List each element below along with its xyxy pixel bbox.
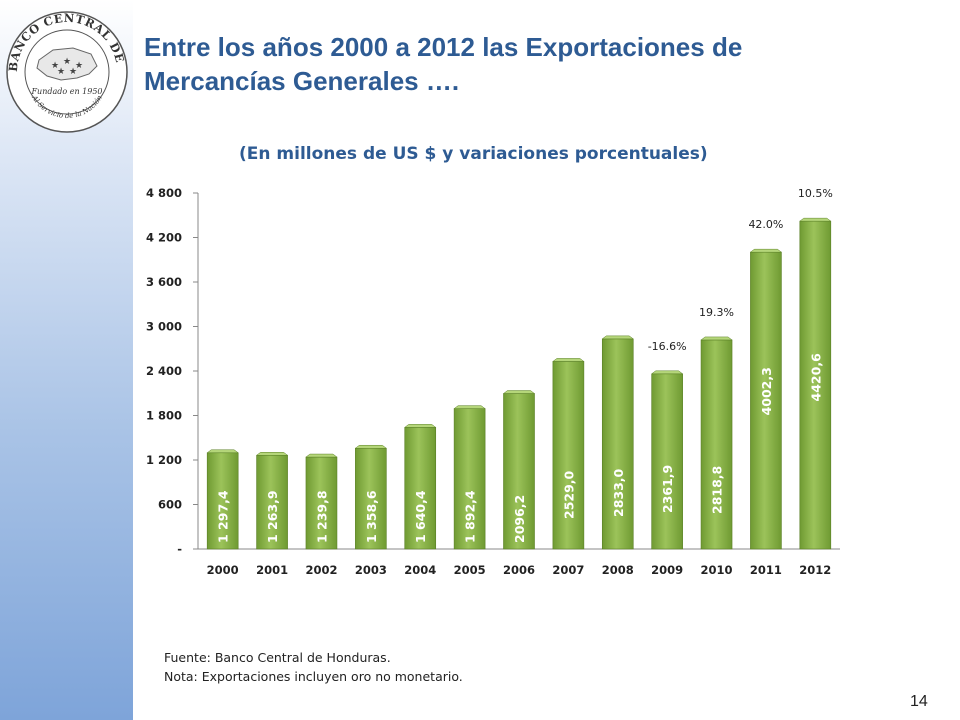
page-number: 14 [910,693,928,710]
bar-cap-2011 [749,248,783,253]
y-tick-label: 2 400 [146,364,182,378]
bar-2005 [453,408,486,550]
bar-cap-2009 [650,370,684,375]
variation-annotation: 42.0% [748,218,783,231]
bar-value-label: 2096,2 [512,495,527,543]
chart-subtitle-text: (En millones de US $ y variaciones porce… [239,144,708,164]
title-line-1: Entre los años 2000 a 2012 las Exportaci… [144,32,743,62]
footnote: Nota: Exportaciones incluyen oro no mone… [164,669,463,684]
page-title: Entre los años 2000 a 2012 las Exportaci… [144,30,944,98]
bar-cap-2002 [305,453,338,458]
x-tick-label: 2001 [256,563,288,577]
bar-2002 [305,456,338,550]
x-tick-label: 2008 [602,563,634,577]
bar-value-label: 1 263,9 [265,490,280,543]
x-tick-label: 2010 [701,563,733,577]
y-tick-label: 1 200 [146,453,182,467]
bar-cap-2012 [799,217,832,222]
x-tick-label: 2000 [207,563,239,577]
bar-cap-2001 [255,452,289,456]
bar-value-label: 1 640,4 [413,490,428,543]
x-tick-label: 2009 [651,563,683,577]
variation-annotation: 19.3% [699,306,734,319]
x-tick-label: 2007 [552,563,584,577]
bar-value-label: 4002,3 [759,367,774,415]
bar-2003 [355,447,387,550]
x-tick-label: 2003 [355,563,387,577]
bar-value-label: 1 297,4 [216,490,231,543]
bar-value-label: 4420,6 [808,353,823,402]
bar-2004 [404,427,437,550]
x-tick-label: 2005 [454,563,486,577]
source-note: Fuente: Banco Central de Honduras. [164,650,391,665]
variation-annotation: -16.6% [648,340,687,353]
y-tick-label: 3 600 [146,275,182,289]
x-tick-label: 2011 [750,563,782,577]
y-tick-label: 4 800 [146,186,182,200]
chart-bars [206,217,832,550]
bar-2012 [799,220,832,550]
bar-value-label: 2818,8 [710,466,725,514]
title-line-2: Mercancías Generales …. [144,66,460,96]
svg-text:★: ★ [57,67,65,77]
bar-value-label: 1 892,4 [463,490,478,543]
bar-cap-2007 [552,358,585,362]
banco-central-seal-logo: BANCO CENTRAL DE HONDURAS ★ ★ ★ ★ ★ Fund… [3,8,128,133]
bar-cap-2005 [453,405,486,409]
bar-cap-2006 [502,390,536,394]
y-tick-label: 4 200 [146,231,182,245]
bar-cap-2003 [354,444,388,449]
bar-2010 [700,339,733,550]
x-tick-label: 2006 [503,563,535,577]
bar-2011 [750,251,782,550]
bar-2000 [206,452,239,550]
bar-value-label: 2361,9 [660,465,675,513]
x-tick-label: 2002 [305,563,337,577]
bar-2006 [503,393,535,550]
bar-2007 [552,361,585,550]
bar-cap-2010 [700,336,733,341]
bar-cap-2008 [601,335,635,340]
svg-text:★: ★ [69,67,77,77]
bar-value-label: 2529,0 [561,470,576,519]
variation-annotation: 10.5% [798,187,833,200]
y-tick-label: 1 800 [146,409,182,423]
svg-text:★: ★ [51,61,59,71]
bar-cap-2000 [206,449,239,454]
bar-value-label: 1 358,6 [364,490,379,543]
y-tick-label: - [177,542,182,556]
x-tick-label: 2004 [404,563,436,577]
bar-2001 [256,454,288,550]
bar-cap-2004 [403,424,437,428]
seal-founded-text: Fundado en 1950 [30,87,102,96]
svg-text:★: ★ [63,57,71,67]
y-tick-label: 3 000 [146,320,182,334]
bar-2009 [651,373,683,550]
bar-value-label: 2833,0 [611,468,626,517]
chart-labels: - 600 1 200 1 800 2 400 3 000 3 600 4 200 4 800 2… [146,186,833,577]
bar-value-label: 1 239,8 [314,490,329,543]
x-tick-label: 2012 [799,563,831,577]
bar-2008 [601,338,634,550]
svg-text:★: ★ [75,61,83,71]
y-tick-label: 600 [158,498,182,512]
